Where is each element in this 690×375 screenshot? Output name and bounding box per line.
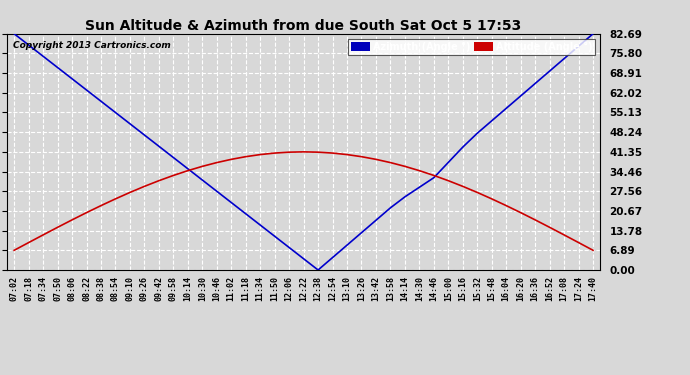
Title: Sun Altitude & Azimuth from due South Sat Oct 5 17:53: Sun Altitude & Azimuth from due South Sa… (86, 19, 522, 33)
Legend: Azimuth (Angle °), Altitude (Angle °): Azimuth (Angle °), Altitude (Angle °) (348, 39, 595, 54)
Text: Copyright 2013 Cartronics.com: Copyright 2013 Cartronics.com (13, 41, 170, 50)
